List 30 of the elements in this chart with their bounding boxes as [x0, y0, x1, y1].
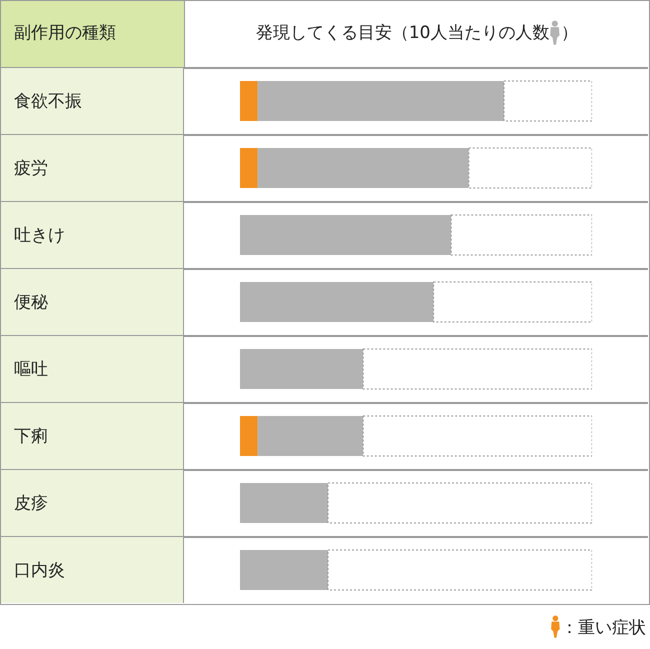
y-tick-label: 皮疹 [14, 494, 48, 514]
y-tick-label: 下痢 [14, 426, 48, 446]
bar [258, 148, 469, 188]
bar [450, 214, 592, 256]
y-tick-label: 嘔吐 [14, 360, 48, 380]
bar [240, 416, 258, 456]
y-tick-label: 吐きけ [14, 226, 65, 246]
bar [258, 81, 504, 121]
bar [468, 148, 592, 188]
bar [240, 282, 434, 322]
bar [362, 416, 592, 456]
y-tick-label: 口内炎 [14, 560, 65, 580]
y-tick-label: 疲労 [14, 158, 48, 178]
y-tick-label: 食欲不振 [14, 92, 82, 112]
bar [240, 349, 364, 389]
bar [433, 282, 592, 322]
bar [328, 550, 592, 590]
bar [504, 80, 592, 122]
bar [240, 550, 328, 590]
bar [240, 81, 258, 121]
bar [240, 215, 452, 255]
bar [258, 416, 364, 456]
chart-title: 発現してくる目安（10人当たりの人数） [254, 22, 580, 45]
bar [240, 483, 328, 523]
y-tick-label: 便秘 [14, 292, 48, 312]
y-axis-title: 副作用の種類 [14, 22, 116, 45]
bar [240, 148, 258, 188]
bar [328, 482, 592, 524]
legend-label: ：重い症状 [561, 616, 646, 638]
bar [362, 348, 592, 390]
